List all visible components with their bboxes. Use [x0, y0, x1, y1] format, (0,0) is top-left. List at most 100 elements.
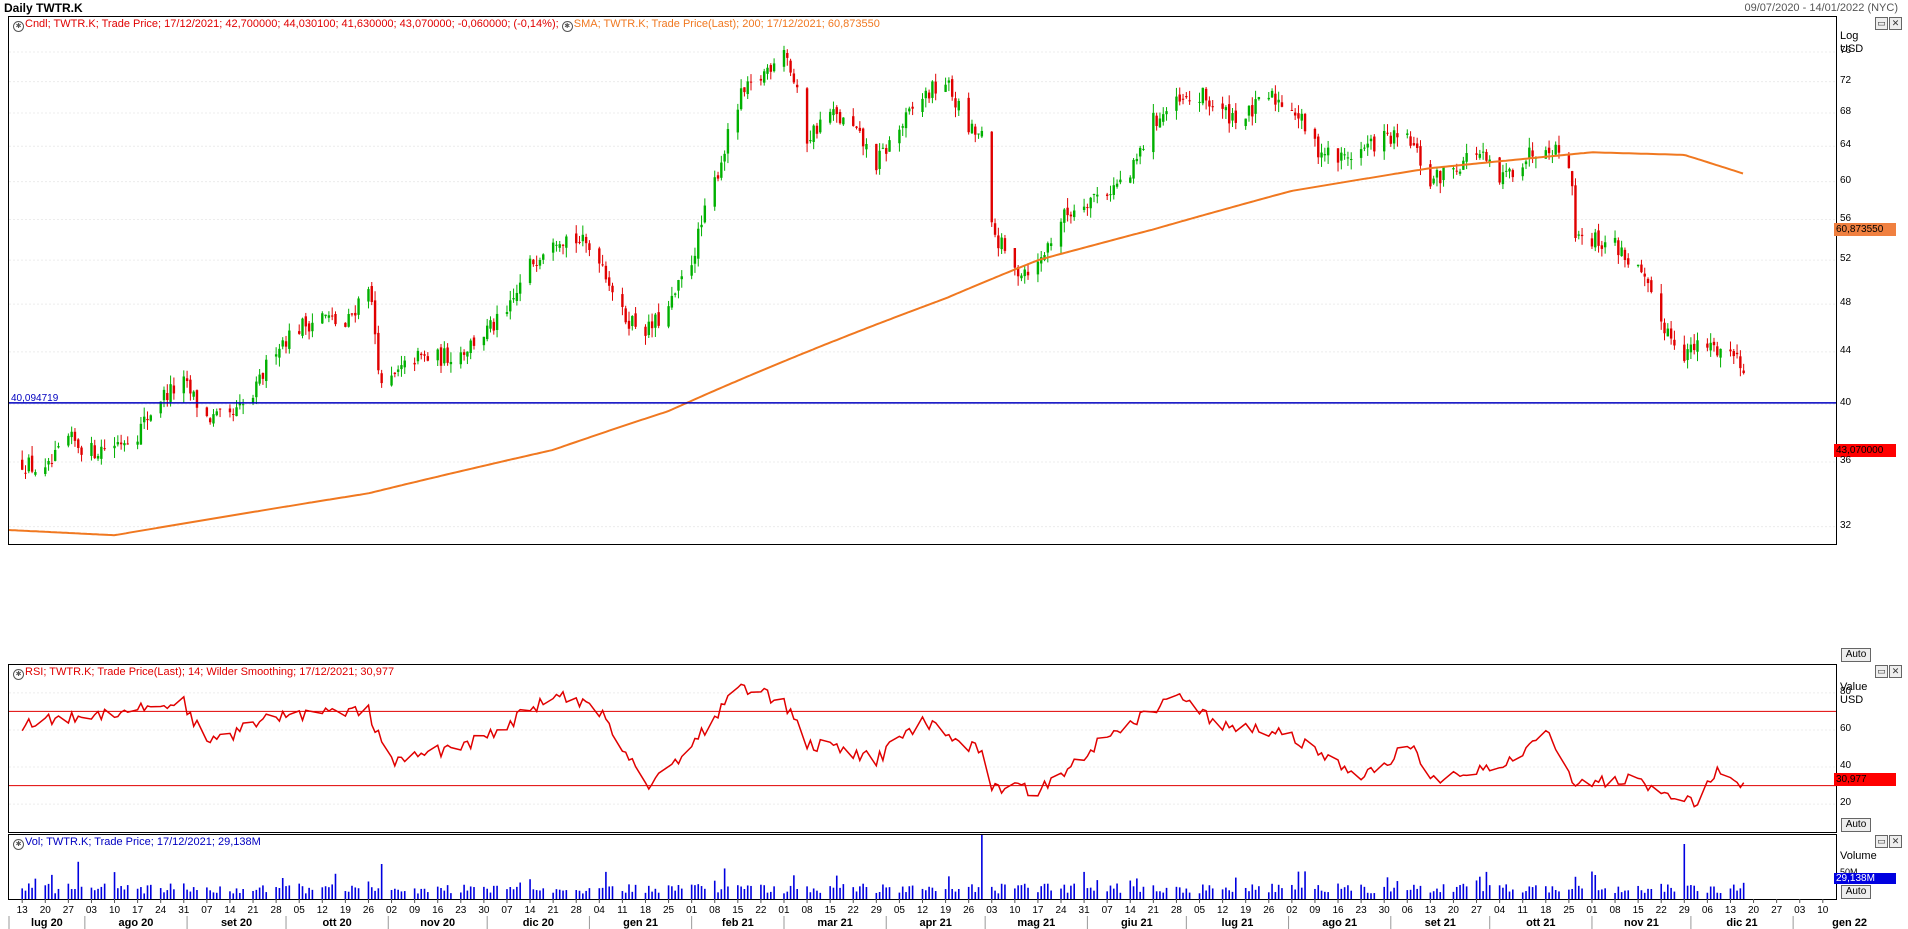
candle-body	[103, 448, 106, 450]
time-day-label: 22	[1656, 905, 1668, 916]
candle-body	[1580, 234, 1584, 237]
volume-bar	[275, 887, 277, 899]
candle-body	[601, 264, 604, 266]
candle-body	[726, 129, 730, 154]
candle-body	[258, 374, 261, 384]
candle	[304, 312, 308, 335]
candle-body	[301, 318, 304, 336]
candle-body	[861, 128, 865, 147]
candle-body	[357, 298, 360, 315]
minimize-icon[interactable]: ▭	[1875, 17, 1888, 30]
volume-bar	[1152, 885, 1155, 899]
chart-settings-icon[interactable]: ✱	[561, 21, 573, 32]
candle	[835, 105, 838, 123]
candle	[208, 417, 212, 425]
rsi-auto-button[interactable]: Auto	[1841, 818, 1871, 832]
volume-bar	[839, 887, 841, 899]
price-pane[interactable]: ✱ Cndl; TWTR.K; Trade Price; 17/12/2021; …	[8, 16, 1837, 545]
time-day-label: 24	[1055, 905, 1067, 916]
time-month-label: mar 21	[817, 917, 852, 929]
volume-bar	[562, 890, 564, 899]
close-icon[interactable]: ✕	[1889, 835, 1902, 848]
candle	[1046, 241, 1050, 263]
candle-body	[782, 49, 786, 67]
candle	[284, 335, 288, 354]
candle-body	[1204, 88, 1208, 101]
candle-body	[1435, 169, 1439, 178]
candle-body	[535, 265, 538, 267]
chart-settings-icon[interactable]: ✱	[13, 21, 24, 32]
volume-bar	[1551, 886, 1554, 899]
time-month-label: gen 21	[623, 917, 658, 929]
volume-bar	[1119, 892, 1122, 899]
volume-bar	[1597, 890, 1600, 899]
candle-body	[1673, 339, 1676, 346]
volume-bar	[163, 892, 165, 899]
candle	[1247, 105, 1251, 122]
candle-body	[1366, 143, 1369, 148]
volume-bar	[1455, 886, 1458, 899]
candle	[505, 305, 509, 317]
candle-body	[505, 312, 509, 314]
volume-bar	[809, 892, 812, 899]
candle	[1435, 166, 1439, 187]
candle	[1627, 253, 1630, 268]
volume-chart	[21, 835, 1745, 899]
volume-bar	[1643, 892, 1646, 899]
close-icon[interactable]: ✕	[1889, 665, 1902, 678]
rsi-chart	[9, 683, 1836, 808]
minimize-icon[interactable]: ▭	[1875, 665, 1888, 678]
volume-bar	[1254, 889, 1257, 899]
candle	[482, 336, 486, 351]
volume-bar	[1188, 892, 1191, 899]
candle-body	[812, 125, 815, 142]
volume-bar	[862, 883, 864, 899]
volume-bar	[1136, 878, 1138, 899]
rsi-y-tick-label: 20	[1840, 797, 1852, 809]
candle-body	[763, 71, 766, 83]
candle-body	[1267, 97, 1270, 100]
volume-bar	[113, 872, 116, 899]
volume-pane[interactable]: ✱ Vol; TWTR.K; Trade Price; 17/12/2021; 2…	[8, 834, 1837, 900]
candle-body	[1432, 178, 1435, 184]
candle-body	[1452, 168, 1455, 170]
candle-body	[934, 81, 937, 94]
volume-bar	[1366, 892, 1369, 899]
time-day-label: 11	[617, 905, 628, 916]
volume-bar	[674, 890, 676, 899]
candle	[344, 322, 347, 328]
volume-bar	[298, 883, 301, 899]
candle	[644, 324, 647, 345]
candle-body	[373, 300, 377, 335]
volume-bar	[1050, 890, 1052, 899]
candle-body	[284, 341, 288, 347]
candle-body	[693, 255, 697, 264]
candle-body	[904, 112, 908, 129]
volume-bar	[281, 878, 284, 899]
candle-body	[908, 108, 911, 112]
volume-bar	[657, 892, 660, 899]
candle	[1613, 230, 1617, 246]
volume-bar	[865, 887, 868, 899]
volume-bar	[400, 891, 403, 899]
candle-body	[1247, 105, 1251, 116]
volume-bar	[390, 889, 393, 899]
rsi-pane[interactable]: ✱ RSI; TWTR.K; Trade Price(Last); 14; Wil…	[8, 664, 1837, 833]
minimize-icon[interactable]: ▭	[1875, 835, 1888, 848]
volume-bar	[67, 883, 70, 899]
volume-auto-button[interactable]: Auto	[1841, 885, 1871, 899]
chart-settings-icon[interactable]: ✱	[13, 669, 24, 680]
candle-body	[149, 415, 153, 421]
candle-body	[997, 235, 1000, 249]
price-auto-button[interactable]: Auto	[1841, 648, 1871, 662]
volume-bar	[905, 892, 907, 899]
candle	[1119, 170, 1122, 185]
volume-bar	[1432, 891, 1435, 899]
volume-bar	[1389, 891, 1392, 899]
close-icon[interactable]: ✕	[1889, 17, 1902, 30]
time-day-label: 22	[848, 905, 860, 916]
candle	[736, 103, 740, 140]
candle-body	[416, 350, 420, 362]
chart-settings-icon[interactable]: ✱	[13, 839, 24, 850]
candle-body	[281, 340, 284, 347]
